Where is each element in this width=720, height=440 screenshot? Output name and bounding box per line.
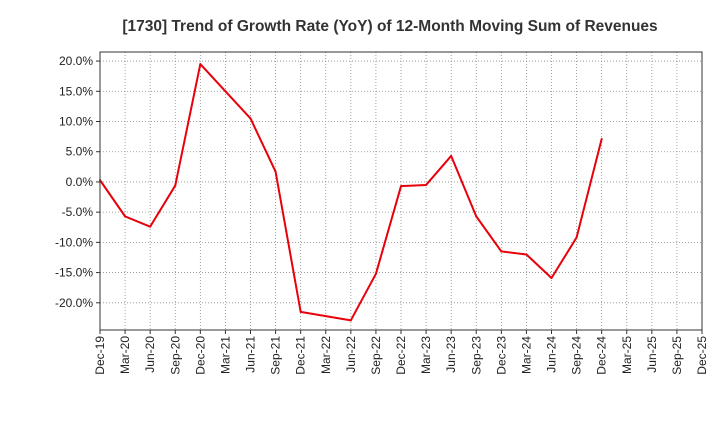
x-tick-label: Dec-25 [695,336,709,375]
data-point [149,225,152,228]
x-tick-label: Jun-21 [244,336,258,373]
x-tick-label: Jun-22 [344,336,358,373]
x-tick-label: Jun-25 [645,336,659,373]
x-tick-label: Sep-20 [168,336,182,375]
x-tick-label: Dec-20 [193,336,207,375]
y-tick-label: 0.0% [66,175,94,189]
data-point [299,310,302,313]
x-tick-label: Sep-21 [269,336,283,375]
grid-lines [100,52,702,330]
y-tick-label: 20.0% [59,54,93,68]
x-tick-label: Sep-23 [469,336,483,375]
data-point [349,319,352,322]
x-tick-label: Dec-19 [93,336,107,375]
y-tick-label: -15.0% [55,266,93,280]
x-tick-label: Sep-24 [570,336,584,375]
x-tick-label: Dec-21 [294,336,308,375]
data-point [500,250,503,253]
y-tick-label: 5.0% [66,145,94,159]
data-point [199,63,202,66]
x-tick-label: Dec-23 [494,336,508,375]
x-tick-label: Mar-22 [319,336,333,374]
x-axis-ticks: Dec-19 Mar-20 Jun-20 Sep-20 Dec-20 Mar-21 Jun-… [93,330,709,375]
x-tick-label: Jun-20 [143,336,157,373]
y-axis-ticks: 20.0% 15.0% 10.0% 5.0% 0.0% -5.0% -10.0% -15.0%… [55,54,100,310]
data-point [600,138,603,141]
data-point [450,154,453,157]
data-point [374,272,377,275]
plot-border [99,51,703,331]
data-point [124,215,127,218]
x-tick-label: Mar-21 [218,336,232,374]
y-tick-label: -10.0% [55,235,93,249]
data-point [550,277,553,280]
x-tick-label: Dec-22 [394,336,408,375]
x-tick-label: Jun-24 [545,336,559,373]
data-point [425,183,428,186]
y-tick-label: -5.0% [62,205,94,219]
x-tick-label: Sep-25 [670,336,684,375]
x-tick-label: Mar-20 [118,336,132,374]
y-tick-label: 15.0% [59,84,93,98]
x-tick-label: Sep-22 [369,336,383,375]
data-point [575,236,578,239]
data-point [174,184,177,187]
x-tick-label: Mar-23 [419,336,433,374]
data-point [249,117,252,120]
x-tick-label: Jun-23 [444,336,458,373]
data-point [400,185,402,188]
x-tick-label: Mar-25 [620,336,634,374]
y-tick-label: 10.0% [59,115,93,129]
data-point [274,170,277,173]
x-tick-label: Dec-24 [595,336,609,375]
data-point [525,253,528,256]
data-point [324,315,327,318]
chart-title: [1730] Trend of Growth Rate (YoY) of 12-… [122,18,657,35]
y-tick-label: -20.0% [55,296,93,310]
data-point [224,90,227,93]
data-point [475,215,478,218]
x-tick-label: Mar-24 [519,336,533,374]
